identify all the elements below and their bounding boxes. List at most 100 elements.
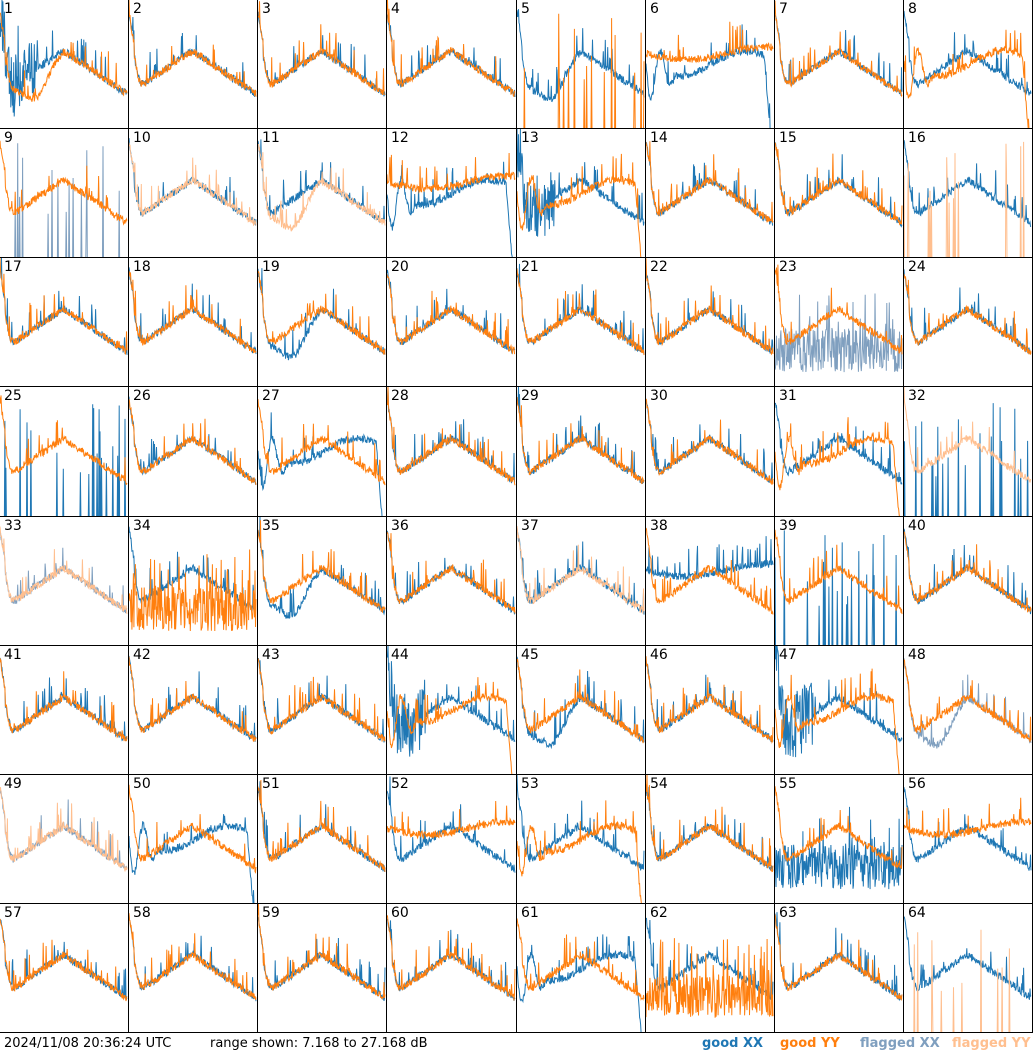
antenna-panel-58: 58 <box>129 904 258 1033</box>
antenna-panel-46: 46 <box>646 646 775 775</box>
antenna-spectrum-plot <box>129 784 257 903</box>
yy-good-trace <box>258 779 386 872</box>
antenna-number: 32 <box>908 388 926 404</box>
antenna-panel-47: 47 <box>775 646 904 775</box>
yy-good-trace <box>517 268 645 356</box>
antenna-number: 27 <box>262 388 280 404</box>
yy-good-trace <box>387 274 516 355</box>
antenna-number: 57 <box>4 905 22 921</box>
yy-good-trace <box>387 531 516 614</box>
antenna-spectrum-plot <box>904 269 1032 355</box>
antenna-panel-14: 14 <box>646 129 775 258</box>
antenna-spectrum-plot <box>0 140 128 257</box>
legend-flagged-xx: flagged XX <box>860 1036 940 1051</box>
xx-good-trace <box>258 517 386 620</box>
antenna-spectrum-plot <box>646 258 774 356</box>
antenna-spectrum-plot <box>129 913 257 1002</box>
xx-good-trace <box>904 10 1032 96</box>
antenna-spectrum-plot <box>0 918 128 1002</box>
antenna-number: 3 <box>262 1 271 17</box>
antenna-panel-35: 35 <box>258 517 387 646</box>
antenna-number: 64 <box>908 905 926 921</box>
xx-good-trace <box>646 24 771 128</box>
yy-good-trace <box>904 531 1032 613</box>
antenna-number: 13 <box>521 130 539 146</box>
antenna-spectrum-plot <box>646 141 774 226</box>
antenna-panel-12: 12 <box>387 129 517 258</box>
antenna-number: 4 <box>391 1 400 17</box>
xx-good-trace <box>646 536 774 582</box>
yy-good-trace <box>775 786 903 870</box>
antenna-number: 46 <box>650 647 668 663</box>
antenna-panel-32: 32 <box>904 387 1033 517</box>
antenna-number: 21 <box>521 259 539 275</box>
antenna-spectrum-plot <box>387 776 516 873</box>
xx-good-trace <box>646 659 774 743</box>
antenna-spectrum-plot <box>258 779 386 872</box>
yy-good-trace <box>0 140 128 226</box>
yy-good-trace <box>904 797 1032 840</box>
antenna-panel-57: 57 <box>0 904 129 1033</box>
xx-good-trace <box>3 404 126 516</box>
yy-good-trace <box>0 258 128 355</box>
antenna-number: 28 <box>391 388 409 404</box>
yy-flagged-trace <box>517 526 645 614</box>
antenna-number: 54 <box>650 776 668 792</box>
antenna-spectrum-plot <box>258 139 386 232</box>
antenna-panel-43: 43 <box>258 646 387 775</box>
xx-flagged-trace <box>904 658 1032 749</box>
yy-good-trace <box>517 396 645 485</box>
antenna-number: 37 <box>521 518 539 534</box>
antenna-number: 44 <box>391 647 409 663</box>
yy-good-trace <box>129 784 257 874</box>
yy-good-trace <box>904 274 1032 355</box>
antenna-spectrum-plot <box>0 0 128 117</box>
antenna-spectrum-plot <box>517 918 645 1032</box>
antenna-panel-36: 36 <box>387 517 517 646</box>
antenna-spectrum-plot <box>517 775 645 903</box>
antenna-spectrum-plot <box>646 398 774 485</box>
yy-good-trace <box>775 142 903 226</box>
antenna-panel-34: 34 <box>129 517 258 646</box>
xx-good-trace <box>904 139 1032 228</box>
xx-flagged-trace <box>0 531 128 614</box>
xx-good-trace <box>0 918 128 1001</box>
antenna-number: 56 <box>908 776 926 792</box>
antenna-panel-56: 56 <box>904 775 1033 904</box>
antenna-panel-16: 16 <box>904 129 1033 258</box>
antenna-number: 11 <box>262 130 280 146</box>
yy-good-trace <box>258 1 386 96</box>
antenna-spectrum-plot <box>129 396 257 486</box>
antenna-spectrum-plot <box>129 526 257 632</box>
antenna-panel-29: 29 <box>517 387 646 517</box>
antenna-number: 14 <box>650 130 668 146</box>
antenna-number: 62 <box>650 905 668 921</box>
antenna-spectrum-plot <box>904 10 1032 128</box>
timestamp: 2024/11/08 20:36:24 UTC <box>4 1036 172 1051</box>
antenna-spectrum-plot <box>904 658 1032 749</box>
yy-good-trace <box>129 913 257 1001</box>
yy-good-trace <box>387 152 516 194</box>
yy-good-trace <box>775 417 900 516</box>
antenna-panel-27: 27 <box>258 387 387 517</box>
antenna-spectrum-plot <box>775 646 903 774</box>
antenna-number: 24 <box>908 259 926 275</box>
antenna-spectrum-plot <box>387 387 516 486</box>
antenna-spectrum-plot <box>387 646 516 774</box>
yy-good-trace <box>129 549 257 632</box>
antenna-panel-39: 39 <box>775 517 904 646</box>
antenna-spectrum-plot <box>258 904 386 1002</box>
yy-good-trace <box>387 800 516 840</box>
antenna-number: 61 <box>521 905 539 921</box>
antenna-panel-26: 26 <box>129 387 258 517</box>
yy-good-trace <box>646 938 774 1018</box>
antenna-panel-24: 24 <box>904 258 1033 387</box>
antenna-number: 31 <box>779 388 797 404</box>
antenna-number: 47 <box>779 647 797 663</box>
footer: 2024/11/08 20:36:24 UTC range shown: 7.1… <box>0 1034 1033 1053</box>
antenna-spectrum-plot <box>0 258 128 355</box>
antenna-number: 38 <box>650 518 668 534</box>
antenna-panel-15: 15 <box>775 129 904 258</box>
antenna-spectrum-plot <box>775 402 903 516</box>
yy-good-trace <box>387 677 513 774</box>
